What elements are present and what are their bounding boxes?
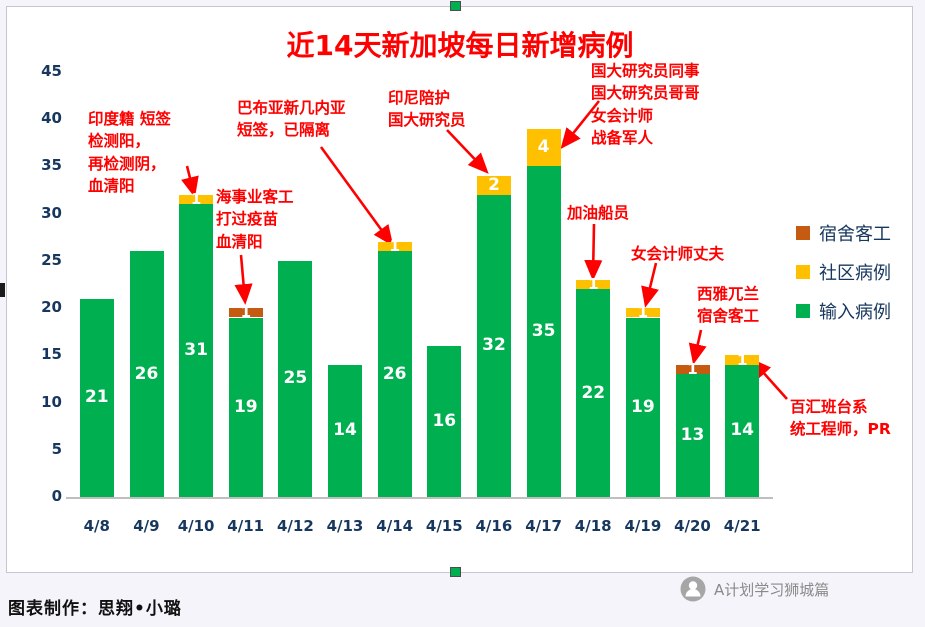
- chart-selection-handle-left[interactable]: [0, 283, 5, 297]
- x-axis-label: 4/19: [624, 517, 662, 535]
- x-axis-label: 4/10: [177, 517, 215, 535]
- legend-label: 输入病例: [819, 301, 891, 323]
- bar-value-label: 1: [637, 303, 649, 322]
- y-axis-label: 20: [41, 298, 62, 317]
- x-axis-label: 4/14: [376, 517, 414, 535]
- annotation-text: 西雅兀兰 宿舍客工: [697, 285, 760, 326]
- y-axis-label: 0: [51, 487, 62, 505]
- bar-value-label: 14: [730, 420, 755, 441]
- bar-value-label: 19: [631, 396, 655, 417]
- legend-item: 输入病例: [796, 291, 891, 330]
- legend-label: 宿舍客工: [819, 223, 891, 245]
- annotation-text: 海事业客工 打过疫苗 血清阳: [216, 188, 294, 251]
- bar-segment: 4: [526, 128, 561, 167]
- bar-segment: 22: [576, 289, 611, 497]
- bar-value-label: 32: [482, 335, 506, 356]
- bar-segment: 26: [129, 251, 164, 497]
- annotation-text: 女会计师丈夫: [631, 245, 725, 263]
- bar-value-label: 19: [233, 396, 258, 417]
- annotation-text: 巴布亚新几内亚 短签，已隔离: [237, 99, 346, 140]
- legend-swatch: [796, 303, 810, 318]
- y-axis-label: 45: [41, 62, 62, 80]
- x-axis-label: 4/17: [525, 517, 562, 535]
- bar-value-label: 4: [537, 137, 550, 158]
- y-axis-label: 5: [51, 439, 62, 458]
- bar-value-label: 1: [240, 303, 252, 322]
- legend-label: 社区病例: [819, 262, 891, 284]
- y-axis-label: 35: [41, 156, 62, 175]
- chart-title: 近14天新加坡每日新增病例: [286, 29, 634, 62]
- x-axis-label: 4/16: [475, 517, 513, 535]
- bar-value-label: 1: [736, 350, 748, 369]
- bar-segment: 21: [79, 298, 114, 497]
- bar-value-label: 1: [389, 237, 400, 256]
- wechat-attribution: A计划学习狮城篇: [680, 576, 829, 602]
- x-axis-label: 4/13: [326, 517, 364, 535]
- credit-text: 图表制作：思翔•小璐: [8, 599, 182, 619]
- bar-value-label: 16: [432, 410, 457, 431]
- bar-value-label: 2: [488, 174, 500, 195]
- y-axis-label: 15: [41, 345, 62, 364]
- bar-segment: 1: [377, 237, 412, 256]
- bar-segment: 14: [725, 364, 760, 497]
- bar-segment: 35: [526, 166, 561, 497]
- bar-segment: 19: [228, 317, 263, 497]
- bar-value-label: 31: [184, 340, 208, 361]
- bar-value-label: 22: [581, 382, 606, 403]
- chart-selection-handle-top[interactable]: [450, 1, 461, 11]
- legend-item: 宿舍客工: [796, 213, 891, 252]
- bar-segment: 31: [179, 204, 214, 497]
- bar-segment: 1: [625, 303, 660, 322]
- bar-value-label: 25: [283, 368, 308, 389]
- bar-value-label: 13: [680, 425, 705, 446]
- bar-value-label: 21: [84, 387, 109, 408]
- bar-segment: 13: [675, 374, 710, 497]
- chart-selection-handle-bottom[interactable]: [450, 567, 461, 577]
- chart-legend: 宿舍客工社区病例输入病例: [796, 213, 891, 330]
- bar-segment: 1: [725, 352, 760, 367]
- bar-segment: 1: [228, 303, 263, 322]
- x-axis-label: 4/21: [723, 517, 761, 535]
- bar-segment: 1: [675, 360, 710, 378]
- x-axis-baseline: [66, 497, 773, 499]
- annotation-text: 印尼陪护 国大研究员: [388, 89, 466, 130]
- x-axis-label: 4/12: [276, 517, 314, 535]
- y-axis-label: 40: [41, 109, 62, 128]
- annotation-text: 印度籍 短签 检测阳， 再检测阴， 血清阳: [88, 110, 171, 196]
- y-axis-label: 30: [41, 203, 62, 222]
- bar-value-label: 26: [134, 363, 159, 384]
- bar-value-label: 26: [382, 363, 407, 384]
- bar-segment: 16: [427, 345, 462, 497]
- bar-segment: 19: [625, 317, 660, 497]
- bar-value-label: 35: [531, 321, 556, 342]
- wechat-account-name: A计划学习狮城篇: [714, 580, 830, 599]
- bar-segment: 25: [278, 260, 313, 497]
- annotation-text: 国大研究员同事 国大研究员哥哥 女会计师 战备军人: [591, 62, 700, 148]
- x-axis-label: 4/8: [83, 517, 110, 535]
- legend-item: 社区病例: [796, 252, 891, 291]
- legend-swatch: [796, 225, 810, 240]
- wechat-logo-icon: [680, 576, 706, 602]
- bar-value-label: 14: [333, 420, 357, 441]
- y-axis-label: 10: [41, 392, 62, 411]
- x-axis-label: 4/9: [133, 517, 160, 535]
- y-axis-label: 25: [41, 250, 62, 269]
- bar-value-label: 1: [190, 190, 202, 208]
- x-axis-label: 4/20: [674, 517, 711, 535]
- annotation-text: 加油船员: [567, 204, 630, 222]
- x-axis-label: 4/18: [574, 517, 612, 535]
- bar-segment: 26: [377, 251, 412, 497]
- bar-segment: 2: [477, 174, 511, 195]
- x-axis-label: 4/15: [425, 517, 463, 535]
- bar-value-label: 1: [588, 275, 599, 293]
- legend-swatch: [796, 264, 810, 279]
- x-axis-label: 4/11: [227, 517, 265, 535]
- bar-segment: 1: [179, 190, 214, 208]
- annotation-text: 百汇班台系 统工程师，PR: [790, 398, 891, 439]
- bar-segment: 1: [576, 275, 611, 293]
- bar-segment: 14: [328, 364, 362, 497]
- bar-segment: 32: [477, 194, 511, 497]
- bar-value-label: 1: [687, 360, 698, 378]
